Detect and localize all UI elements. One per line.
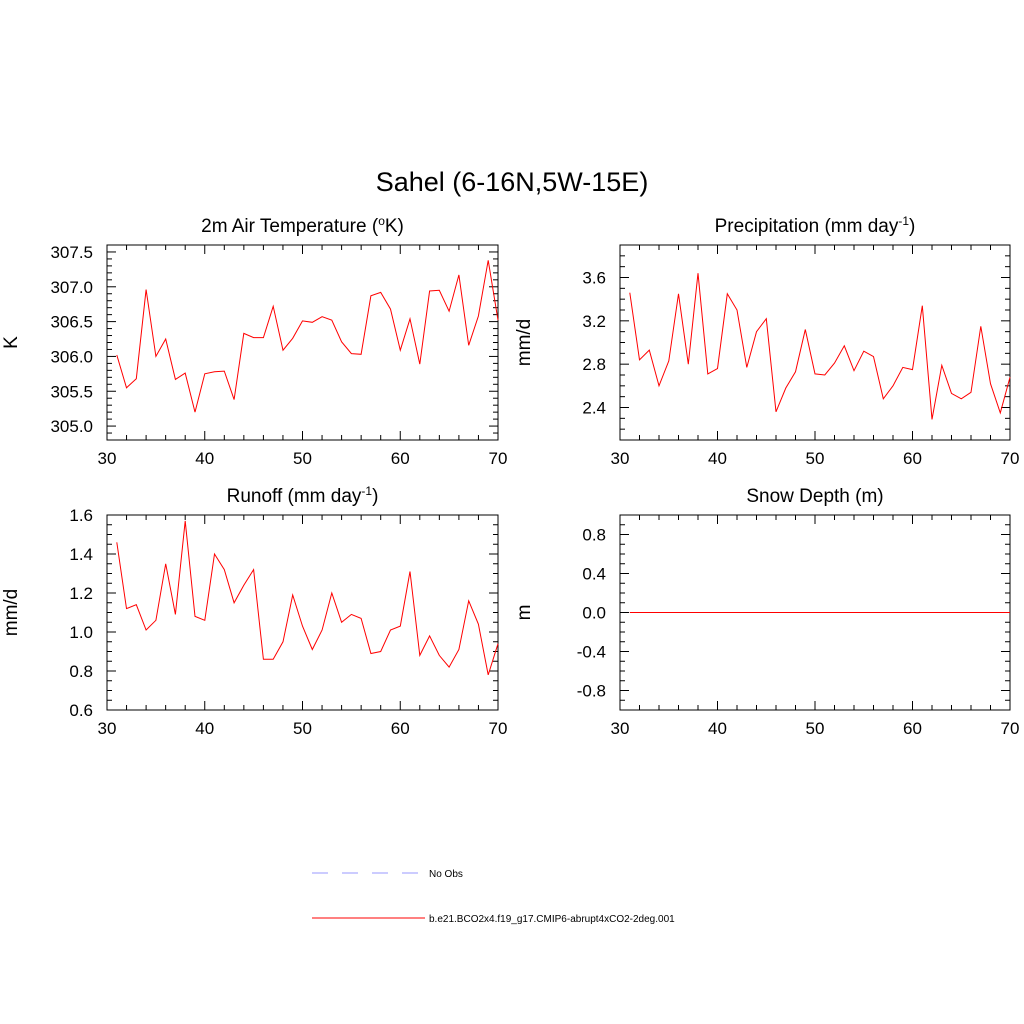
y-tick-label: 0.8 (582, 526, 606, 545)
x-tick-label: 40 (195, 449, 214, 468)
x-tick-label: 30 (611, 449, 630, 468)
y-tick-label: 305.5 (50, 382, 93, 401)
plot-frame (106, 514, 499, 711)
y-axis-label: m (514, 605, 535, 621)
x-tick-label: 40 (708, 449, 727, 468)
panel-title-text: 2m Air Temperature ( (201, 216, 379, 237)
series-line-b-e21-bco2x4-f19-g17-cmip6-abrupt4xco2-2deg-001 (629, 273, 1011, 420)
series-line-b-e21-bco2x4-f19-g17-cmip6-abrupt4xco2-2deg-001 (116, 260, 499, 413)
y-tick-label: 2.4 (582, 399, 606, 418)
legend-label-no-obs: No Obs (429, 869, 463, 880)
legend-label-model: b.e21.BCO2x4.f19_g17.CMIP6-abrupt4xCO2-2… (429, 914, 675, 925)
x-tick-label: 70 (1001, 719, 1020, 738)
panel-title: Snow Depth (m) (746, 486, 883, 507)
y-tick-label: 0.8 (69, 662, 93, 681)
panel-title-superscript: -1 (361, 484, 372, 498)
y-tick-label: -0.8 (577, 682, 606, 701)
y-tick-label: 1.2 (69, 584, 93, 603)
panel-title-text: Precipitation (mm day (715, 216, 899, 237)
y-tick-label: 307.5 (50, 243, 93, 262)
panel-title-suffix: ) (909, 216, 915, 237)
x-tick-label: 40 (195, 719, 214, 738)
y-tick-label: 2.8 (582, 355, 606, 374)
x-tick-label: 70 (489, 719, 508, 738)
y-tick-label: 3.2 (582, 312, 606, 331)
x-tick-label: 60 (903, 449, 922, 468)
x-tick-label: 60 (391, 449, 410, 468)
panel-title-superscript: o (378, 214, 385, 228)
y-tick-label: 1.4 (69, 545, 93, 564)
plot-frame (106, 244, 499, 441)
panel-title: Precipitation (mm day-1) (715, 214, 916, 237)
x-tick-label: 30 (98, 449, 117, 468)
x-tick-label: 50 (293, 719, 312, 738)
y-tick-label: 307.0 (50, 278, 93, 297)
y-tick-label: 306.5 (50, 313, 93, 332)
panel-title-suffix: K) (385, 216, 404, 237)
y-tick-label: 305.0 (50, 417, 93, 436)
figure-title: Sahel (6-16N,5W-15E) (376, 167, 649, 197)
y-tick-label: 3.6 (582, 269, 606, 288)
y-tick-label: -0.4 (577, 643, 606, 662)
x-tick-label: 50 (806, 719, 825, 738)
y-axis-label: mm/d (514, 319, 535, 367)
x-tick-label: 50 (806, 449, 825, 468)
panel-runoff: Runoff (mm day-1) mm/d 30 40 50 60 70 0.6 0.8 1.0… (1, 484, 507, 738)
legend: No Obs b.e21.BCO2x4.f19_g17.CMIP6-abrupt… (312, 869, 675, 925)
panel-title-text: Snow Depth (m) (746, 486, 883, 507)
y-axis-label: K (1, 336, 22, 349)
x-tick-label: 30 (611, 719, 630, 738)
series-line-b-e21-bco2x4-f19-g17-cmip6-abrupt4xco2-2deg-001 (116, 520, 499, 676)
x-tick-label: 50 (293, 449, 312, 468)
x-tick-label: 40 (708, 719, 727, 738)
x-tick-label: 30 (98, 719, 117, 738)
y-tick-label: 0.4 (582, 565, 606, 584)
y-axis-label: mm/d (1, 589, 22, 637)
panel-title-suffix: ) (372, 486, 378, 507)
y-tick-label: 1.0 (69, 623, 93, 642)
y-tick-label: 1.6 (69, 506, 93, 525)
y-tick-label: 0.0 (582, 604, 606, 623)
y-tick-label: 0.6 (69, 701, 93, 720)
y-tick-label: 306.0 (50, 347, 93, 366)
panel-title: Runoff (mm day-1) (227, 484, 379, 507)
x-tick-label: 60 (391, 719, 410, 738)
x-tick-label: 60 (903, 719, 922, 738)
x-tick-label: 70 (489, 449, 508, 468)
x-tick-label: 70 (1001, 449, 1020, 468)
panel-air-temperature: 2m Air Temperature (oK) K 30 40 50 60 70 305.0 3… (1, 214, 507, 468)
panel-precipitation: Precipitation (mm day-1) mm/d 30 40 50 60 70 2.… (514, 214, 1019, 468)
panel-title: 2m Air Temperature (oK) (201, 214, 404, 237)
panel-snow-depth: Snow Depth (m) m 30 40 50 60 70 -0.8 -0.4 0.0 0.4 0… (514, 486, 1019, 738)
panel-title-text: Runoff (mm day (227, 486, 362, 507)
plot-frame (619, 244, 1011, 441)
panel-title-superscript: -1 (898, 214, 909, 228)
